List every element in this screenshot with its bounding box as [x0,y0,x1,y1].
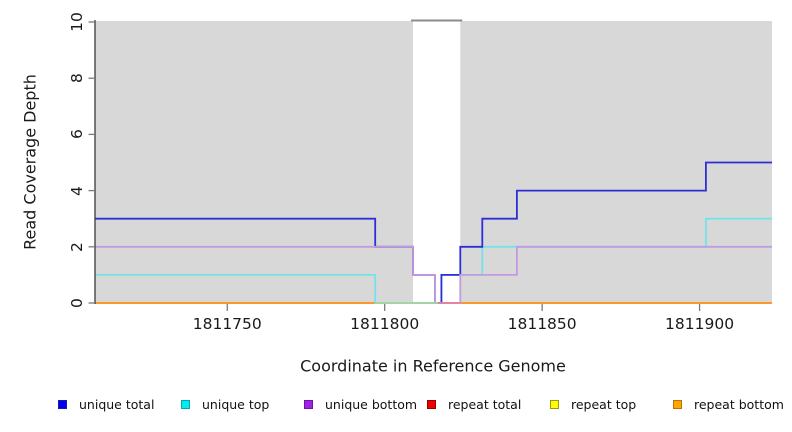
legend-swatch-repeat-top [550,400,559,409]
x-tick-label: 1811900 [665,315,735,333]
x-tick-label: 1811750 [192,315,262,333]
legend-label-unique-top: unique top [202,397,270,412]
legend-swatch-unique-total [58,400,67,409]
x-tick-label: 1811850 [507,315,577,333]
legend-swatch-unique-top [181,400,190,409]
y-tick-label: 4 [68,185,86,196]
legend-swatch-repeat-bottom [673,400,682,409]
legend-label-repeat-bottom: repeat bottom [694,397,784,412]
x-axis-title: Coordinate in Reference Genome [300,356,566,376]
y-tick-label: 2 [68,241,86,252]
legend-label-unique-total: unique total [79,397,155,412]
legend-swatch-repeat-total [427,400,436,409]
legend-label-unique-bottom: unique bottom [325,397,418,412]
y-tick-label: 6 [68,129,86,140]
gap-region [413,21,461,304]
legend: unique total unique top unique bottom repea… [0,396,792,424]
legend-swatch-unique-bottom [304,400,313,409]
legend-label-repeat-top: repeat top [571,397,637,412]
y-tick-label: 8 [68,73,86,84]
y-tick-label: 0 [68,298,86,308]
x-tick-label: 1811800 [350,315,420,333]
legend-label-repeat-total: repeat total [448,397,522,412]
y-axis-title: Read Coverage Depth [20,74,40,250]
y-tick-label: 10 [68,12,86,32]
